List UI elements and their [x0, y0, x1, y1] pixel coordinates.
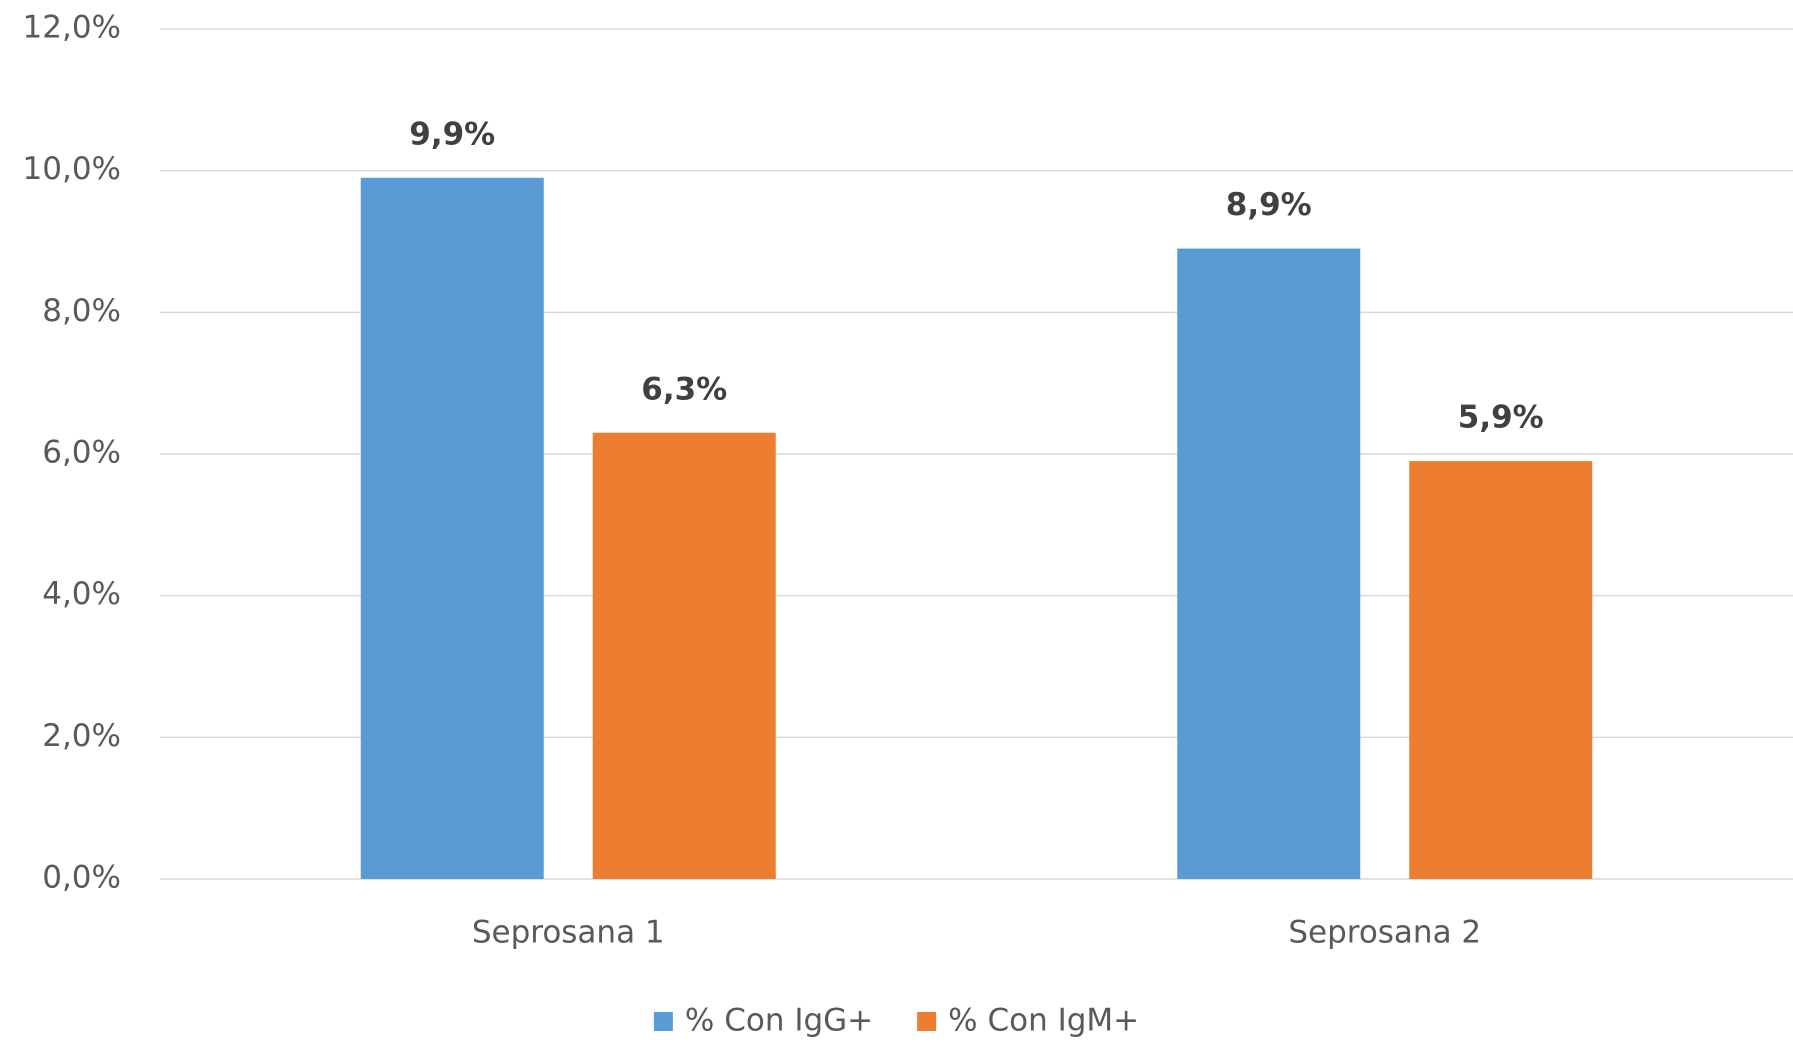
y-tick-label: 12,0%	[23, 10, 121, 46]
y-tick-label: 6,0%	[42, 435, 121, 471]
bar	[1177, 248, 1361, 880]
x-tick-label: Seprosana 1	[472, 915, 665, 951]
data-label: 5,9%	[1458, 400, 1544, 436]
y-tick-label: 4,0%	[42, 576, 121, 612]
bar	[360, 177, 544, 879]
data-label: 6,3%	[641, 371, 727, 407]
x-tick-label: Seprosana 2	[1288, 915, 1481, 951]
legend-swatch	[653, 1012, 673, 1031]
y-tick-label: 2,0%	[42, 718, 121, 754]
bar	[1409, 461, 1593, 879]
legend-label: % Con IgG+	[685, 1003, 873, 1039]
y-tick-label: 0,0%	[42, 860, 121, 896]
legend-swatch	[917, 1012, 937, 1031]
data-label: 8,9%	[1226, 187, 1312, 223]
legend-label: % Con IgM+	[948, 1003, 1139, 1039]
y-tick-label: 8,0%	[42, 293, 121, 329]
data-label: 9,9%	[409, 116, 495, 152]
bar	[592, 432, 776, 879]
y-tick-label: 10,0%	[23, 151, 121, 187]
